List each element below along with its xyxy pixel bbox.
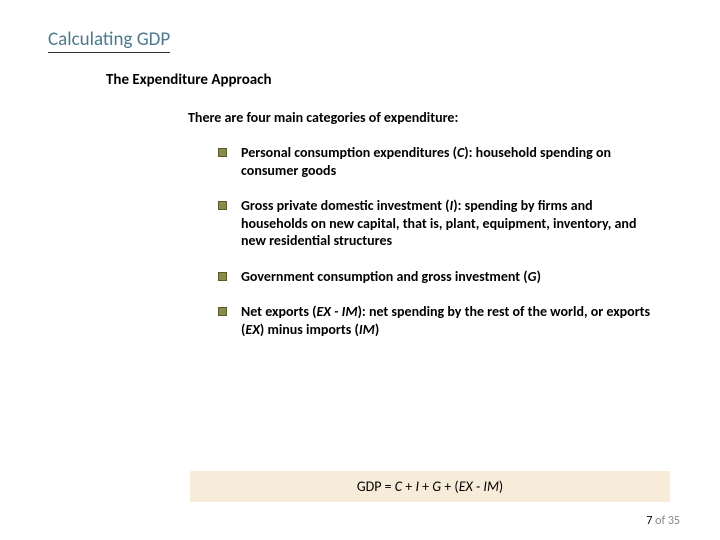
- bullet-icon: [218, 307, 227, 316]
- intro-text: There are four main categories of expend…: [188, 109, 672, 126]
- slide-title: Calculating GDP: [48, 28, 170, 53]
- bullet-text: Gross private domestic investment (I): s…: [241, 197, 652, 250]
- bullet-icon: [218, 148, 227, 157]
- bullet-text: Government consumption and gross investm…: [241, 268, 541, 286]
- bullet-text: Personal consumption expenditures (C): h…: [241, 144, 652, 179]
- bullet-icon: [218, 272, 227, 281]
- page-total: 35: [668, 514, 680, 528]
- formula-bar: GDP = C + I + G + (EX - IM): [190, 471, 670, 502]
- bullet-text: Net exports (EX - IM): net spending by t…: [241, 303, 652, 338]
- list-item: Government consumption and gross investm…: [218, 268, 652, 286]
- list-item: Personal consumption expenditures (C): h…: [218, 144, 652, 179]
- slide-subtitle: The Expenditure Approach: [106, 71, 672, 89]
- bullet-list: Personal consumption expenditures (C): h…: [218, 144, 652, 338]
- bullet-icon: [218, 201, 227, 210]
- list-item: Net exports (EX - IM): net spending by t…: [218, 303, 652, 338]
- list-item: Gross private domestic investment (I): s…: [218, 197, 652, 250]
- page-sep: of: [652, 514, 667, 528]
- page-number: 7 of 35: [646, 514, 680, 528]
- slide-content: Calculating GDP The Expenditure Approach…: [0, 0, 720, 338]
